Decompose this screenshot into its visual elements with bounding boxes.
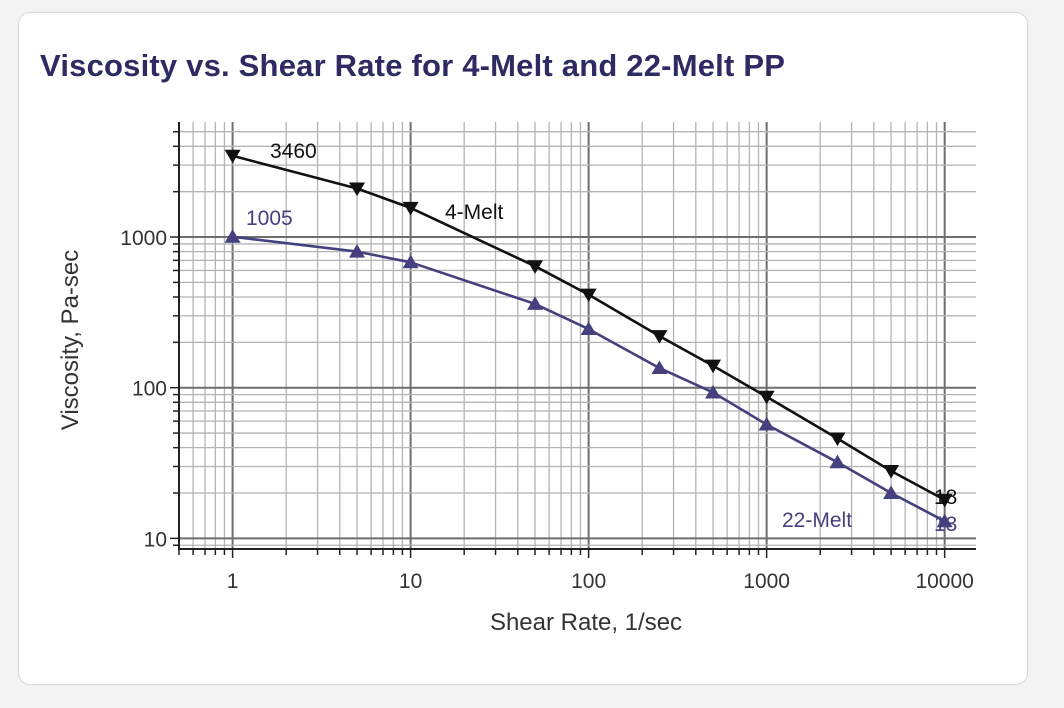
data-point-4-melt (349, 182, 366, 197)
series-label-4-melt: 4-Melt (445, 201, 504, 224)
x-tick-label: 1 (227, 570, 239, 593)
data-point-4-melt (758, 390, 775, 405)
data-point-22-melt (758, 416, 775, 431)
data-point-22-melt (651, 360, 668, 375)
x-tick-label: 100 (571, 570, 606, 593)
x-axis-label: Shear Rate, 1/sec (490, 609, 682, 636)
data-point-4-melt (883, 464, 900, 479)
data-point-4-melt (527, 260, 544, 274)
x-tick-label: 10 (399, 570, 422, 593)
data-point-4-melt (224, 149, 241, 164)
data-point-4-melt (651, 330, 668, 344)
data-point-22-melt (224, 229, 241, 243)
chart-card (18, 12, 1028, 685)
annotation-3460: 3460 (270, 140, 317, 163)
chart-title: Viscosity vs. Shear Rate for 4-Melt and … (40, 48, 786, 83)
data-point-22-melt (705, 384, 722, 399)
annotation-1005: 1005 (246, 207, 293, 230)
data-point-4-melt (829, 432, 846, 447)
grid-lines (178, 122, 976, 549)
data-point-22-melt (402, 254, 419, 269)
data-point-4-melt (580, 288, 597, 303)
data-point-4-melt (705, 359, 722, 374)
data-point-22-melt (936, 513, 953, 528)
data-series (224, 149, 953, 528)
data-point-22-melt (580, 321, 597, 336)
axes: Shear Rate, 1/sec Viscosity, Pa-sec 1 10 1… (57, 122, 976, 636)
series-label-22-melt: 22-Melt (782, 509, 852, 532)
x-tick-label: 1000 (743, 570, 790, 593)
y-tick-label: 1000 (120, 227, 167, 250)
data-point-4-melt (402, 201, 419, 216)
data-point-4-melt (936, 493, 953, 508)
annotation-13: 13 (934, 513, 957, 536)
data-point-22-melt (349, 244, 366, 258)
data-point-22-melt (883, 485, 900, 500)
y-tick-label: 10 (144, 528, 167, 551)
annotations: 4-Melt 22-Melt 3460 18 1005 13 (246, 140, 957, 536)
annotation-18: 18 (934, 486, 957, 509)
y-tick-label: 100 (132, 378, 167, 401)
y-axis-label: Viscosity, Pa-sec (57, 250, 84, 431)
data-point-22-melt (829, 454, 846, 469)
x-tick-label: 10000 (915, 570, 973, 593)
data-point-22-melt (527, 296, 544, 310)
